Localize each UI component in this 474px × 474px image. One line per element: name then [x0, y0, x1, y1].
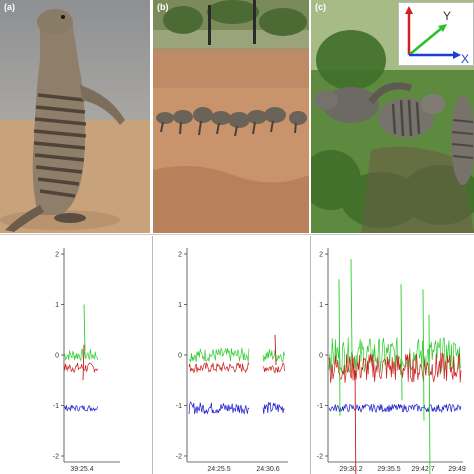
red-trace	[262, 362, 285, 374]
green-trace	[188, 347, 250, 363]
mongoose-group-photo	[153, 0, 309, 233]
accelerometer-plot-a: 2 1 0 -1 -2 39:25.4	[0, 236, 152, 474]
plot-c-x-tick-2: 29:35.5	[377, 466, 400, 473]
blue-trace	[262, 401, 285, 414]
accelerometer-plot-b: 2 1 0 -1 -2 24:25.5 24:30.6	[153, 236, 310, 474]
accelerometer-plot-c: 2 1 0 -1 -2 29:30.2 29:35.5 29:42.7 29:49	[311, 236, 474, 474]
red-trace	[63, 362, 98, 373]
plot-a-x-tick: 39:25.4	[70, 466, 93, 473]
y-tick-label: -2	[176, 454, 182, 461]
signal-spike	[428, 314, 431, 474]
y-tick-label: 2	[178, 252, 182, 259]
signal-spike	[350, 259, 353, 356]
photo-panel-b: (b)	[153, 0, 309, 233]
axis-orientation-legend: Y X	[398, 2, 474, 66]
y-tick-label: 2	[319, 252, 323, 259]
y-axis-label: Y	[443, 9, 451, 23]
blue-trace	[328, 403, 462, 414]
panel-letter-c: (c)	[315, 2, 326, 12]
y-tick-label: 0	[178, 353, 182, 360]
green-trace	[63, 348, 98, 362]
green-trace	[328, 337, 462, 373]
panel-letter-b: (b)	[157, 2, 169, 12]
y-tick-label: -1	[53, 403, 59, 410]
y-tick-label: 0	[319, 353, 323, 360]
plot-b-x-tick-1: 24:25.5	[207, 466, 230, 473]
signal-spike	[400, 284, 403, 401]
green-trace	[262, 349, 285, 363]
y-tick-label: 1	[55, 302, 59, 309]
y-tick-label: 1	[178, 302, 182, 309]
divider-plot-1	[152, 236, 153, 474]
plot-b-x-tick-2: 24:30.6	[256, 466, 279, 473]
y-tick-label: -1	[317, 403, 323, 410]
red-trace	[188, 361, 250, 374]
y-tick-label: -2	[53, 454, 59, 461]
y-tick-label: -2	[317, 454, 323, 461]
panel-letter-a: (a)	[4, 2, 15, 12]
y-tick-label: 1	[319, 302, 323, 309]
signal-spike	[422, 289, 425, 421]
y-axis-arrow	[408, 26, 444, 56]
red-trace	[328, 352, 462, 383]
plot-c-x-tick-1: 29:30.2	[339, 466, 362, 473]
blue-trace	[63, 404, 98, 412]
signal-spike	[83, 304, 86, 350]
standing-mongoose-photo	[0, 0, 150, 233]
signal-spike	[338, 279, 341, 416]
y-tick-label: -1	[176, 403, 182, 410]
divider-plot-2	[310, 236, 311, 474]
plot-c-x-tick-3: 29:42.7	[411, 466, 434, 473]
divider-horizontal	[0, 234, 474, 235]
y-tick-label: 0	[55, 353, 59, 360]
signal-spike	[274, 334, 277, 366]
y-tick-label: 2	[55, 252, 59, 259]
plot-c-x-tick-4: 29:49	[448, 466, 466, 473]
blue-trace	[188, 401, 250, 415]
photo-panel-a: (a)	[0, 0, 150, 233]
signal-spike	[354, 370, 357, 474]
x-axis-label: X	[461, 52, 469, 65]
signal-spike	[82, 344, 85, 381]
